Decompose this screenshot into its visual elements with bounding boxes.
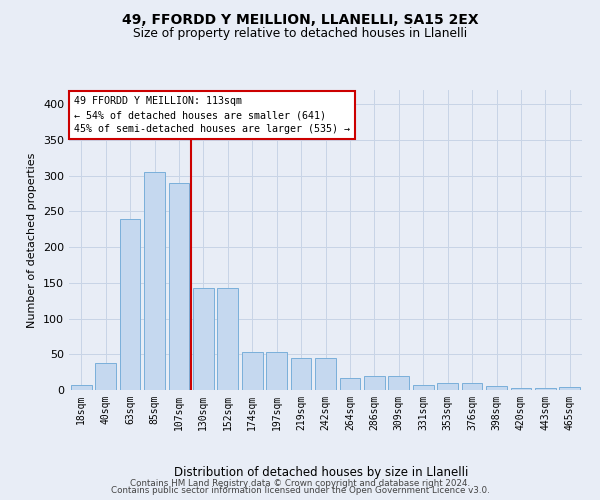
Bar (535, 388, 556, 390)
Bar (511, 388, 532, 390)
Bar (193, 288, 214, 390)
Bar (388, 376, 409, 390)
Text: 49 FFORDD Y MEILLION: 113sqm
← 54% of detached houses are smaller (641)
45% of s: 49 FFORDD Y MEILLION: 113sqm ← 54% of de… (74, 96, 350, 134)
Bar (169, 183, 190, 390)
Bar (364, 376, 385, 390)
Bar (290, 358, 311, 390)
Text: 49, FFORDD Y MEILLION, LLANELLI, SA15 2EX: 49, FFORDD Y MEILLION, LLANELLI, SA15 2E… (122, 12, 478, 26)
Bar (340, 378, 361, 390)
Bar (413, 385, 434, 390)
Bar (119, 218, 140, 390)
Bar (71, 385, 92, 390)
Bar (242, 352, 263, 390)
Text: Contains HM Land Registry data © Crown copyright and database right 2024.: Contains HM Land Registry data © Crown c… (130, 478, 470, 488)
Bar (559, 387, 580, 390)
Bar (486, 386, 507, 390)
Bar (437, 383, 458, 390)
Bar (461, 383, 482, 390)
Bar (144, 172, 165, 390)
Bar (315, 358, 336, 390)
Y-axis label: Number of detached properties: Number of detached properties (28, 152, 37, 328)
Bar (217, 288, 238, 390)
Bar (266, 352, 287, 390)
Text: Contains public sector information licensed under the Open Government Licence v3: Contains public sector information licen… (110, 486, 490, 495)
Text: Size of property relative to detached houses in Llanelli: Size of property relative to detached ho… (133, 28, 467, 40)
Bar (95, 363, 116, 390)
Text: Distribution of detached houses by size in Llanelli: Distribution of detached houses by size … (174, 466, 468, 479)
